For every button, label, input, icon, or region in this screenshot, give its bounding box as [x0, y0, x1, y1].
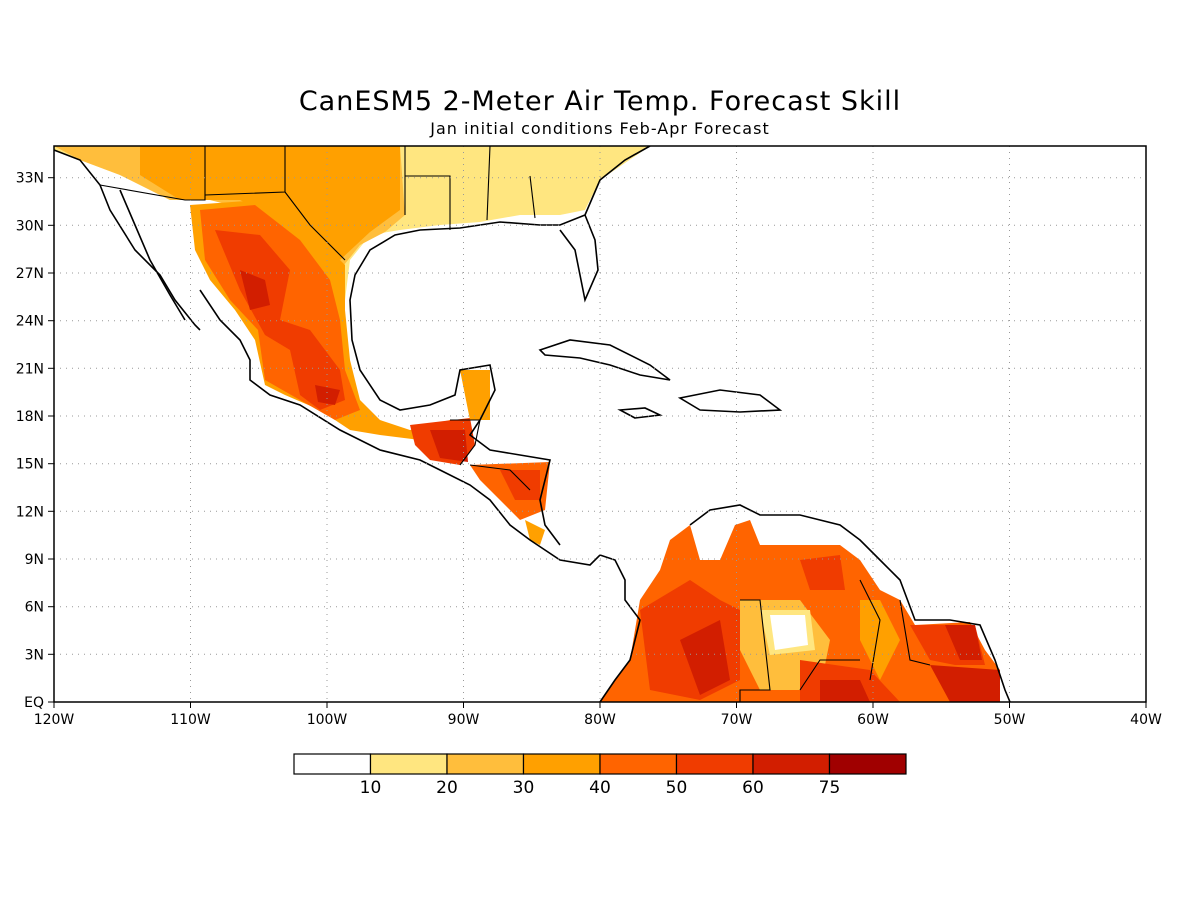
tick-marks — [48, 177, 1147, 708]
lon-label: 50W — [994, 712, 1026, 728]
lon-label: 70W — [721, 712, 753, 728]
colorbar-label: 30 — [513, 778, 535, 798]
map-subtitle: Jan initial conditions Feb-Apr Forecast — [430, 119, 770, 138]
colorbar-swatch — [675, 753, 754, 775]
lat-label: 30N — [16, 218, 44, 234]
colorbar-label: 50 — [666, 778, 688, 798]
lat-label: 18N — [16, 409, 44, 425]
lat-label: EQ — [24, 695, 44, 711]
colorbar-label: 60 — [742, 778, 764, 798]
colorbar-swatch — [293, 753, 372, 775]
lon-label: 110W — [170, 712, 211, 728]
lat-label: 15N — [16, 457, 44, 473]
lat-label: 27N — [16, 266, 44, 282]
colorbar-swatch — [752, 753, 831, 775]
skill-shading — [54, 146, 1000, 702]
lon-label: 60W — [857, 712, 889, 728]
lat-label: 21N — [16, 361, 44, 377]
map-title: CanESM5 2-Meter Air Temp. Forecast Skill — [298, 86, 902, 117]
latitude-labels: EQ 3N 6N 9N 12N 15N 18N 21N 24N 27N 30N … — [16, 171, 44, 711]
grid-lines — [54, 146, 1146, 702]
coastlines — [54, 146, 1011, 702]
lon-label: 40W — [1130, 712, 1162, 728]
colorbar-label: 10 — [360, 778, 382, 798]
colorbar-label: 20 — [436, 778, 458, 798]
colorbar-swatch — [828, 753, 907, 775]
lat-label: 3N — [25, 647, 44, 663]
lat-label: 24N — [16, 314, 44, 330]
lat-label: 12N — [16, 504, 44, 520]
lon-label: 120W — [34, 712, 75, 728]
lon-label: 80W — [584, 712, 616, 728]
political-borders — [99, 146, 931, 702]
colorbar-swatch — [369, 753, 448, 775]
colorbar-swatch — [599, 753, 678, 775]
lat-label: 33N — [16, 171, 44, 187]
colorbar-swatch — [522, 753, 601, 775]
lat-label: 6N — [25, 600, 44, 616]
lat-label: 9N — [25, 552, 44, 568]
colorbar-label: 75 — [819, 778, 841, 798]
colorbar-label: 40 — [589, 778, 611, 798]
lon-label: 100W — [307, 712, 348, 728]
colorbar-swatch — [446, 753, 525, 775]
colorbar: 10 20 30 40 50 60 75 — [293, 753, 907, 798]
longitude-labels: 120W 110W 100W 90W 80W 70W 60W 50W 40W — [34, 712, 1162, 728]
lon-label: 90W — [448, 712, 480, 728]
